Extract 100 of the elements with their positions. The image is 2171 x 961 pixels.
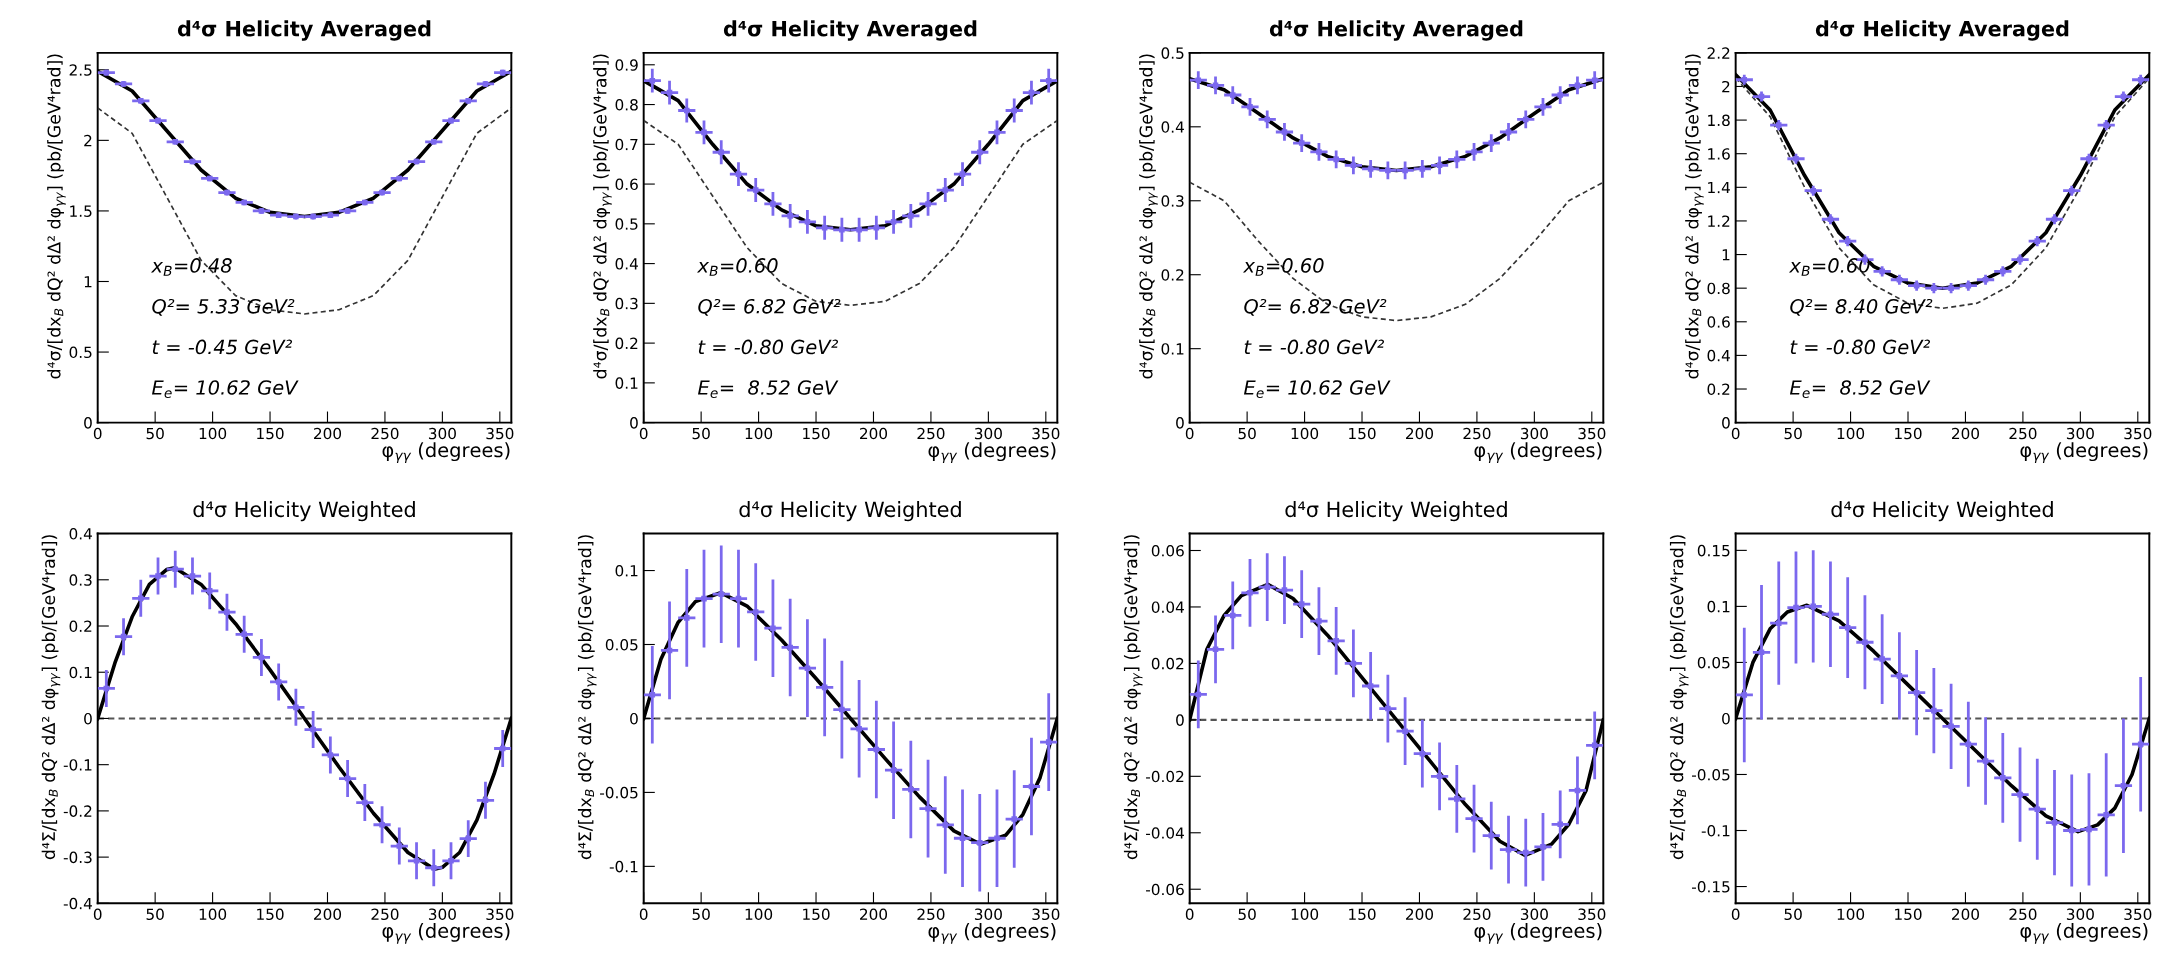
x-tick-label: 350 <box>1032 908 1060 921</box>
y-tick-label: 0.5 <box>615 218 638 230</box>
x-tick-label: 350 <box>1032 427 1060 440</box>
x-tick-label: 300 <box>1520 908 1548 921</box>
y-tick-label: 0.3 <box>1161 195 1184 207</box>
y-axis-title: d⁴Σ/[dx$_{B}$ dQ² dΔ² dφ$_{γγ}$] (pb/[GeV⁴rad]) <box>1123 535 1143 860</box>
x-tick-label: 150 <box>1349 427 1376 440</box>
x-tick-label: 300 <box>974 427 1002 440</box>
y-tick-label: 0 <box>630 712 638 725</box>
y-tick-label: 0 <box>84 417 92 429</box>
y-tick-label: 1.8 <box>1708 114 1730 127</box>
x-tick-label: 250 <box>917 908 945 921</box>
x-tick-label: 350 <box>1578 908 1606 921</box>
x-tick-label: 350 <box>1578 427 1606 440</box>
y-tick-label: 0.3 <box>69 574 92 586</box>
y-tick-label: 0.05 <box>605 638 638 651</box>
x-tick-label: 200 <box>1951 908 1980 921</box>
y-tick-label: 0.05 <box>1697 656 1730 669</box>
x-tick-label: 350 <box>2124 427 2152 440</box>
chart-title: d⁴σ Helicity Averaged <box>723 20 977 41</box>
annotation: t = -0.45 GeV² <box>152 339 293 355</box>
y-tick-label: 0 <box>1176 714 1184 726</box>
x-tick-label: 200 <box>1406 908 1434 921</box>
x-tick-label: 200 <box>1951 427 1980 440</box>
annotation: E$_{e}$= 10.62 GeV <box>151 380 299 398</box>
x-tick-label: 100 <box>745 908 773 921</box>
x-tick-label: 250 <box>1463 908 1491 921</box>
x-tick-label: 250 <box>1463 427 1491 440</box>
y-tick-label: 2.5 <box>69 64 92 76</box>
x-tick-label: 250 <box>2009 908 2037 921</box>
x-tick-label: 150 <box>257 427 284 440</box>
y-tick-label: 0.1 <box>615 565 638 577</box>
y-tick-label: -0.1 <box>63 759 92 771</box>
x-tick-label: 50 <box>1784 908 1802 921</box>
y-tick-label: 0.2 <box>69 620 92 633</box>
y-tick-label: 0.9 <box>615 59 638 71</box>
y-tick-label: 1.6 <box>1708 148 1730 160</box>
x-tick-label: 350 <box>486 427 514 440</box>
x-axis-title: φ$_{γγ}$ (degrees) <box>1474 922 1602 944</box>
annotation: Q²= 5.33 GeV² <box>152 298 295 316</box>
y-tick-label: -0.15 <box>1692 881 1730 893</box>
y-axis-title: d⁴σ/[dx$_{B}$ dQ² dΔ² dφ$_{γγ}$] (pb/[GeV⁴rad]) <box>593 54 612 379</box>
y-tick-label: 0.8 <box>1707 282 1730 295</box>
x-tick-label: 300 <box>2066 427 2094 440</box>
y-tick-label: 0 <box>1722 712 1730 725</box>
y-tick-label: -0.1 <box>609 860 638 873</box>
x-tick-label: 0 <box>1185 908 1194 921</box>
y-tick-label: 0.2 <box>615 337 638 350</box>
y-tick-label: 1 <box>1722 249 1730 261</box>
x-tick-label: 50 <box>146 427 164 440</box>
y-tick-label: -0.3 <box>63 851 92 864</box>
x-tick-label: 0 <box>1731 427 1740 440</box>
annotation: E$_{e}$= 8.52 GeV <box>697 380 839 398</box>
x-tick-label: 250 <box>2009 427 2037 440</box>
x-tick-label: 0 <box>1731 908 1740 921</box>
x-tick-label: 50 <box>1238 908 1256 921</box>
x-tick-label: 300 <box>1520 427 1548 440</box>
x-tick-label: 100 <box>199 427 227 440</box>
y-axis-title: d⁴σ/[dx$_{B}$ dQ² dΔ² dφ$_{γγ}$] (pb/[GeV⁴rad]) <box>1685 54 1704 379</box>
y-axis-title: d⁴Σ/[dx$_{B}$ dQ² dΔ² dφ$_{γγ}$] (pb/[GeV⁴rad]) <box>41 535 61 860</box>
chart-title: d⁴σ Helicity Weighted <box>193 501 415 522</box>
y-axis-title: d⁴Σ/[dx$_{B}$ dQ² dΔ² dφ$_{γγ}$] (pb/[GeV⁴rad]) <box>1669 535 1689 860</box>
y-tick-label: 0.4 <box>69 528 92 540</box>
x-tick-label: 150 <box>1895 908 1922 921</box>
y-tick-label: -0.1 <box>1701 824 1730 837</box>
x-tick-label: 200 <box>314 427 342 440</box>
y-tick-label: 0.1 <box>69 666 92 679</box>
annotation: E$_{e}$= 10.62 GeV <box>1243 380 1391 398</box>
y-tick-label: -0.02 <box>1146 770 1184 783</box>
x-tick-label: 350 <box>2124 908 2152 921</box>
y-tick-label: 2.2 <box>1707 47 1730 59</box>
y-tick-label: 1.4 <box>1708 181 1730 194</box>
chart-title: d⁴σ Helicity Averaged <box>1269 20 1523 41</box>
annotation: x$_{B}$=0.60 <box>696 258 778 276</box>
y-tick-label: -0.2 <box>63 805 92 817</box>
y-tick-label: 0.6 <box>1707 316 1730 328</box>
x-tick-label: 100 <box>1291 427 1319 440</box>
x-tick-label: 0 <box>93 908 102 921</box>
y-tick-label: 0.1 <box>615 377 638 389</box>
y-axis-title: d⁴σ/[dx$_{B}$ dQ² dΔ² dφ$_{γγ}$] (pb/[GeV⁴rad]) <box>47 54 66 379</box>
chart-title: d⁴σ Helicity Weighted <box>1285 501 1507 522</box>
y-tick-label: 0.7 <box>615 138 638 151</box>
x-tick-label: 0 <box>639 427 648 440</box>
y-tick-label: -0.05 <box>1692 768 1730 781</box>
x-axis-title: φ$_{γγ}$ (degrees) <box>382 442 510 464</box>
x-axis-title: φ$_{γγ}$ (degrees) <box>1474 442 1602 464</box>
y-tick-label: 0 <box>1176 417 1184 429</box>
x-tick-label: 250 <box>371 427 399 440</box>
y-tick-label: 0.1 <box>1707 600 1730 613</box>
x-axis-title: φ$_{γγ}$ (degrees) <box>928 922 1056 944</box>
x-tick-label: 0 <box>93 427 102 440</box>
y-axis-title: d⁴Σ/[dx$_{B}$ dQ² dΔ² dφ$_{γγ}$] (pb/[GeV⁴rad]) <box>577 535 597 860</box>
y-tick-label: 2 <box>1722 80 1730 93</box>
x-tick-label: 150 <box>1349 908 1376 921</box>
annotation: t = -0.80 GeV² <box>1244 339 1385 355</box>
x-axis-title: φ$_{γγ}$ (degrees) <box>2020 442 2148 464</box>
annotation: x$_{B}$=0.48 <box>150 258 232 276</box>
y-tick-label: 0 <box>84 712 92 725</box>
x-tick-label: 300 <box>428 427 456 440</box>
y-tick-label: 0 <box>630 417 638 429</box>
